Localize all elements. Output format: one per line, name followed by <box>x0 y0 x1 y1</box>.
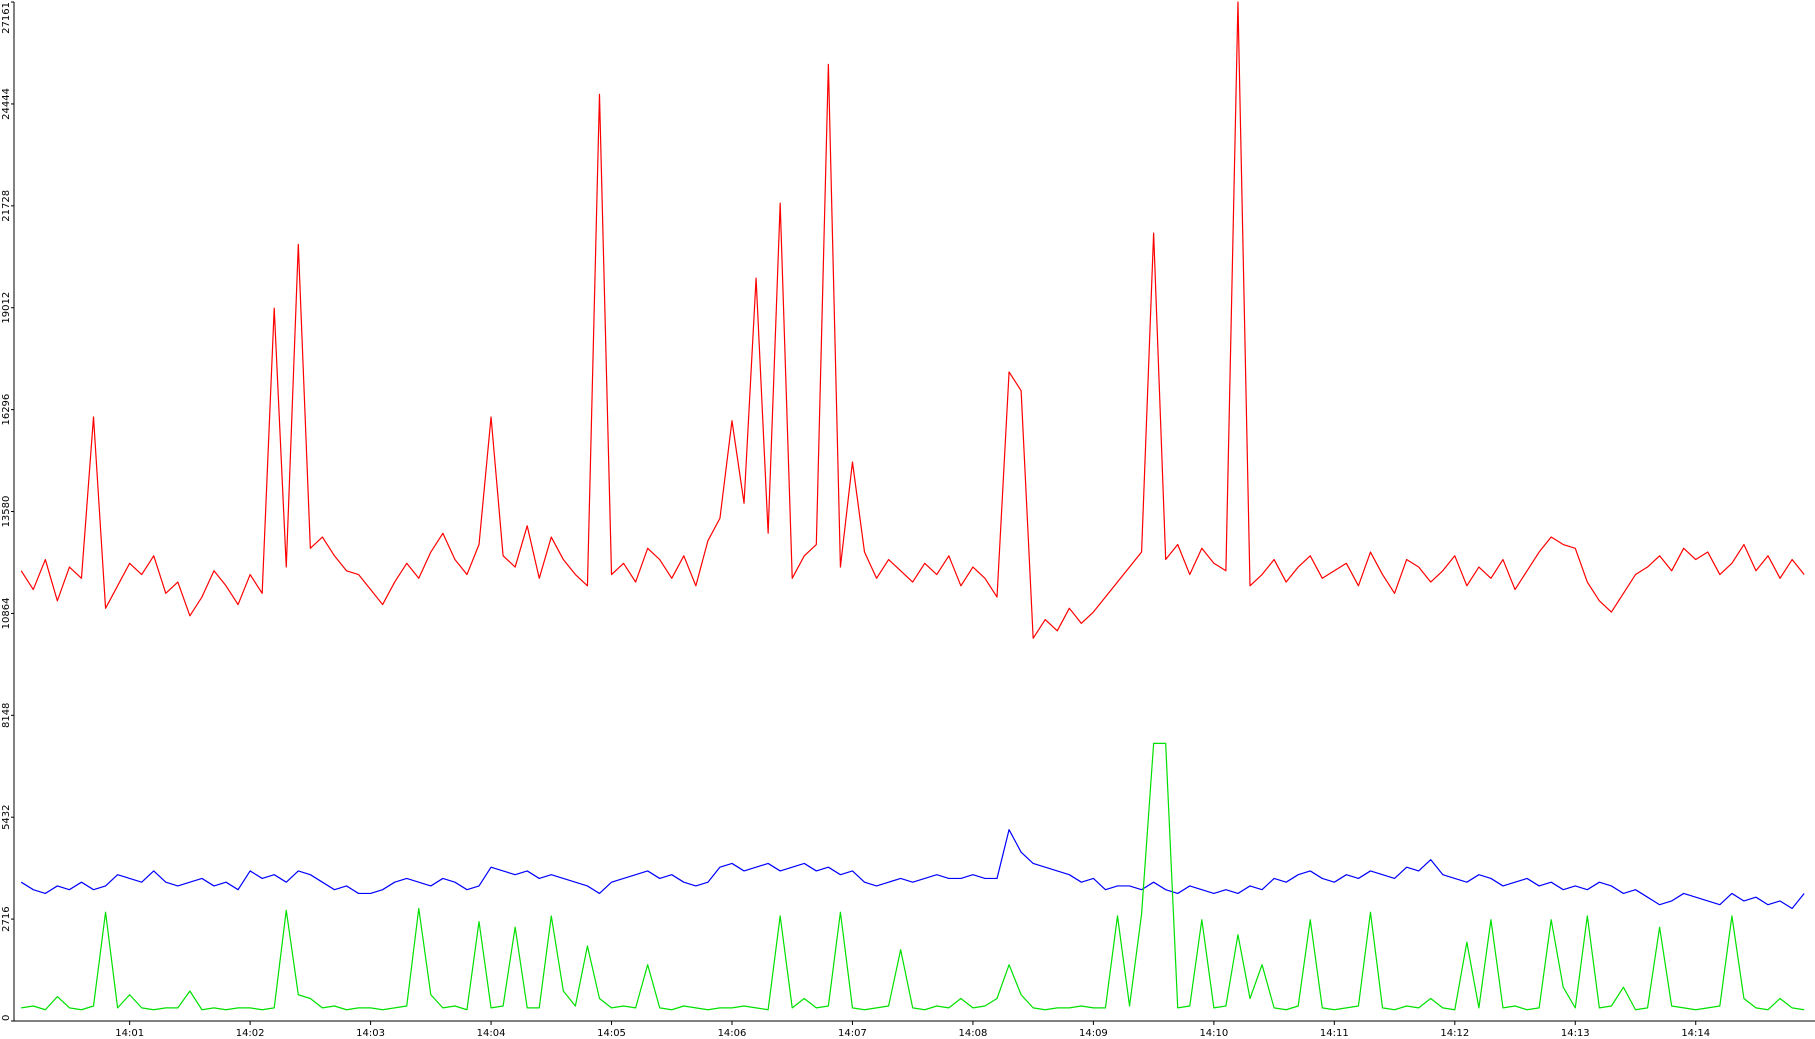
y-tick-label: 27161 <box>1 2 12 34</box>
y-tick-label: 19012 <box>1 292 12 324</box>
y-tick-label: 21728 <box>1 190 12 222</box>
x-tick-label: 14:10 <box>1199 1028 1228 1039</box>
series-line <box>20 829 1805 910</box>
series-line <box>20 1 1805 639</box>
y-tick-label: 16296 <box>1 394 12 426</box>
y-tick-label: 13580 <box>1 496 12 528</box>
x-tick-label: 14:14 <box>1681 1028 1710 1039</box>
y-tick-label: 24444 <box>1 88 12 120</box>
x-tick-label: 14:01 <box>115 1028 144 1039</box>
x-tick-label: 14:05 <box>597 1028 626 1039</box>
x-tick-label: 14:12 <box>1440 1028 1469 1039</box>
x-tick-label: 14:06 <box>718 1028 747 1039</box>
x-tick-label: 14:04 <box>477 1028 506 1039</box>
x-tick-label: 14:07 <box>838 1028 867 1039</box>
y-tick-label: 0 <box>1 1015 12 1021</box>
x-tick-label: 14:02 <box>236 1028 265 1039</box>
y-tick-label: 5432 <box>1 804 12 829</box>
x-tick-label: 14:03 <box>356 1028 385 1039</box>
x-tick-label: 14:11 <box>1320 1028 1349 1039</box>
x-tick-label: 14:13 <box>1561 1028 1590 1039</box>
x-tick-label: 14:09 <box>1079 1028 1108 1039</box>
x-tick-label: 14:08 <box>959 1028 988 1039</box>
series-line <box>21 742 1805 1011</box>
y-tick-label: 2716 <box>1 906 12 931</box>
y-tick-label: 8148 <box>1 703 12 728</box>
y-tick-label: 10864 <box>1 598 12 630</box>
